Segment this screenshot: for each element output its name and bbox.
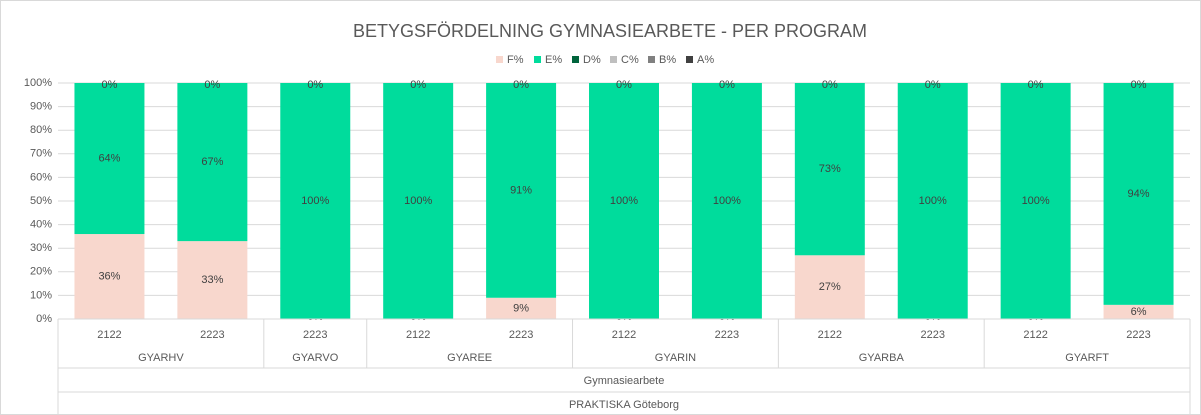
bar-segment bbox=[177, 83, 248, 242]
bar-segment bbox=[280, 83, 351, 319]
x-tick-label: 2122 bbox=[612, 329, 636, 341]
bar-segment bbox=[794, 255, 865, 319]
bar-segment bbox=[1000, 83, 1071, 319]
legend-label: E% bbox=[545, 54, 562, 66]
bar-segment bbox=[794, 83, 865, 256]
value-label: 100% bbox=[919, 195, 947, 207]
legend-label: F% bbox=[507, 54, 524, 66]
legend-swatch bbox=[686, 56, 693, 63]
group-label: PRAKTISKA Göteborg bbox=[569, 399, 679, 411]
value-label: 36% bbox=[98, 270, 120, 282]
legend-label: C% bbox=[621, 54, 639, 66]
legend-swatch bbox=[534, 56, 541, 63]
y-tick-label: 80% bbox=[30, 124, 52, 136]
value-label: 100% bbox=[301, 195, 329, 207]
value-label: 100% bbox=[610, 195, 638, 207]
value-label: 33% bbox=[201, 274, 223, 286]
value-label: 0% bbox=[410, 79, 426, 91]
bar-segment bbox=[897, 83, 968, 319]
legend-swatch bbox=[496, 56, 503, 63]
value-label: 0% bbox=[513, 79, 529, 91]
value-label: 27% bbox=[819, 281, 841, 293]
bar-segment bbox=[589, 83, 659, 319]
group-label: GYARFT bbox=[1065, 352, 1109, 364]
value-label: 73% bbox=[819, 163, 841, 175]
group-label: GYARHV bbox=[138, 352, 184, 364]
value-label: 100% bbox=[713, 195, 741, 207]
x-tick-label: 2223 bbox=[920, 329, 944, 341]
bar-segment bbox=[177, 241, 248, 319]
x-tick-label: 2122 bbox=[818, 329, 842, 341]
x-tick-label: 2223 bbox=[715, 329, 739, 341]
value-label: 64% bbox=[98, 152, 120, 164]
bar-segment bbox=[383, 83, 454, 319]
legend-swatch bbox=[572, 56, 579, 63]
value-label: 0% bbox=[822, 79, 838, 91]
group-label: GYARVO bbox=[292, 352, 338, 364]
x-tick-label: 2223 bbox=[200, 329, 224, 341]
bar-segment bbox=[1103, 83, 1174, 305]
value-label: 0% bbox=[719, 79, 735, 91]
y-tick-label: 90% bbox=[30, 101, 52, 113]
y-tick-label: 40% bbox=[30, 219, 52, 231]
value-label: 0% bbox=[1028, 79, 1044, 91]
x-tick-label: 2122 bbox=[1023, 329, 1047, 341]
legend-label: D% bbox=[583, 54, 601, 66]
y-tick-label: 50% bbox=[30, 195, 52, 207]
value-label: 0% bbox=[925, 79, 941, 91]
bar-segment bbox=[486, 297, 557, 319]
bar-segment bbox=[74, 234, 145, 319]
x-tick-label: 2122 bbox=[406, 329, 430, 341]
legend-swatch bbox=[610, 56, 617, 63]
x-tick-label: 2223 bbox=[1126, 329, 1150, 341]
value-label: 67% bbox=[201, 156, 223, 168]
bar-segment bbox=[691, 83, 762, 319]
value-label: 0% bbox=[204, 79, 220, 91]
x-tick-label: 2223 bbox=[509, 329, 533, 341]
value-label: 6% bbox=[1131, 306, 1147, 318]
value-label: 0% bbox=[1131, 79, 1147, 91]
x-tick-label: 2223 bbox=[303, 329, 327, 341]
value-label: 0% bbox=[307, 79, 323, 91]
y-tick-label: 0% bbox=[36, 313, 52, 325]
legend-swatch bbox=[648, 56, 655, 63]
value-label: 100% bbox=[404, 195, 432, 207]
bar-segment bbox=[1103, 304, 1174, 319]
y-tick-label: 30% bbox=[30, 242, 52, 254]
legend-label: B% bbox=[659, 54, 676, 66]
y-tick-label: 70% bbox=[30, 148, 52, 160]
bar-segment bbox=[486, 83, 557, 298]
value-label: 0% bbox=[616, 79, 632, 91]
y-tick-label: 10% bbox=[30, 289, 52, 301]
value-label: 94% bbox=[1128, 188, 1150, 200]
group-label: Gymnasiearbete bbox=[584, 375, 665, 387]
y-tick-label: 100% bbox=[24, 77, 52, 89]
legend-label: A% bbox=[697, 54, 714, 66]
group-label: GYARBA bbox=[859, 352, 905, 364]
value-label: 100% bbox=[1022, 195, 1050, 207]
y-tick-label: 60% bbox=[30, 171, 52, 183]
value-label: 91% bbox=[510, 184, 532, 196]
group-label: GYAREE bbox=[447, 352, 492, 364]
chart-title: BETYGSFÖRDELNING GYMNASIEARBETE - PER PR… bbox=[353, 21, 867, 41]
y-tick-label: 20% bbox=[30, 266, 52, 278]
value-label: 9% bbox=[513, 302, 529, 314]
value-label: 0% bbox=[102, 79, 118, 91]
x-tick-label: 2122 bbox=[97, 329, 121, 341]
group-label: GYARIN bbox=[655, 352, 696, 364]
bar-segment bbox=[74, 83, 145, 235]
